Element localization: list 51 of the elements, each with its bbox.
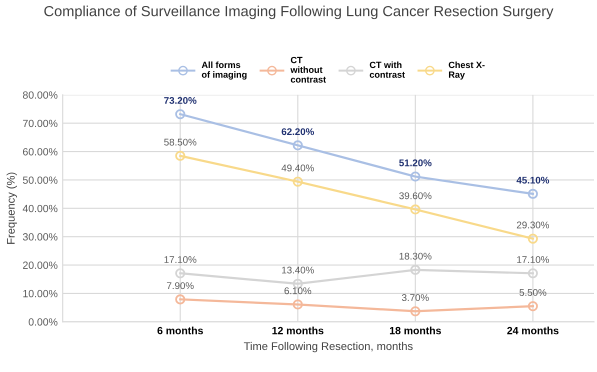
y-tick-label: 70.00% bbox=[23, 120, 58, 128]
data-label: 58.50% bbox=[164, 138, 196, 146]
point bbox=[175, 109, 186, 120]
y-tick-label: 80.00% bbox=[22, 91, 58, 99]
y-tick-label: 40.00% bbox=[22, 204, 58, 212]
x-axis-title: Time Following Resection, months bbox=[244, 342, 413, 352]
y-tick-label: 20.00% bbox=[23, 262, 58, 269]
data-label: 39.60% bbox=[399, 192, 432, 200]
x-tick-label: 6 months bbox=[157, 326, 203, 334]
legend-label: CT with contrast bbox=[370, 61, 405, 78]
data-label: 17.10% bbox=[164, 256, 196, 264]
data-label: 18.30% bbox=[400, 252, 432, 260]
y-tick-label: 30.00% bbox=[22, 233, 58, 241]
y-tick-label: 60.00% bbox=[23, 148, 58, 156]
data-label: 51.20% bbox=[399, 159, 432, 166]
point bbox=[528, 301, 538, 312]
point bbox=[175, 294, 186, 304]
point bbox=[410, 306, 420, 316]
point bbox=[292, 140, 303, 150]
point bbox=[410, 204, 420, 215]
x-tick-label: 12 months bbox=[272, 326, 324, 334]
y-tick-label: 10.00% bbox=[23, 290, 58, 298]
data-label: 49.40% bbox=[282, 164, 314, 172]
data-label: 5.50% bbox=[519, 289, 546, 296]
x-tick-label: 24 months bbox=[507, 326, 559, 334]
x-tick-label: 18 months bbox=[390, 326, 441, 334]
point bbox=[528, 188, 538, 199]
data-label: 3.70% bbox=[402, 294, 429, 302]
point bbox=[410, 171, 420, 182]
legend-label: Chest X- Ray bbox=[448, 61, 485, 80]
data-label: 29.30% bbox=[516, 222, 550, 228]
data-label: 6.10% bbox=[284, 287, 312, 294]
data-label: 73.20% bbox=[164, 97, 196, 104]
chart-title: Compliance of Surveillance Imaging Following Lung Cancer Resection Surgery bbox=[44, 6, 554, 20]
point bbox=[292, 299, 303, 310]
y-axis-title: Frequency (%) bbox=[6, 172, 17, 244]
legend-label: All forms of imaging bbox=[202, 61, 247, 80]
data-label: 62.20% bbox=[282, 128, 314, 136]
point bbox=[175, 150, 186, 161]
point bbox=[175, 268, 186, 278]
point bbox=[292, 176, 303, 187]
legend-label: CT without contrast bbox=[290, 56, 326, 83]
y-tick-label: 0.00% bbox=[28, 318, 58, 326]
data-label: 45.10% bbox=[516, 176, 550, 184]
point bbox=[528, 268, 538, 278]
point bbox=[410, 264, 420, 275]
data-label: 13.40% bbox=[282, 266, 314, 274]
y-tick-label: 50.00% bbox=[22, 176, 58, 184]
data-label: 17.10% bbox=[517, 256, 550, 264]
point bbox=[528, 234, 538, 244]
data-label: 7.90% bbox=[166, 282, 194, 290]
